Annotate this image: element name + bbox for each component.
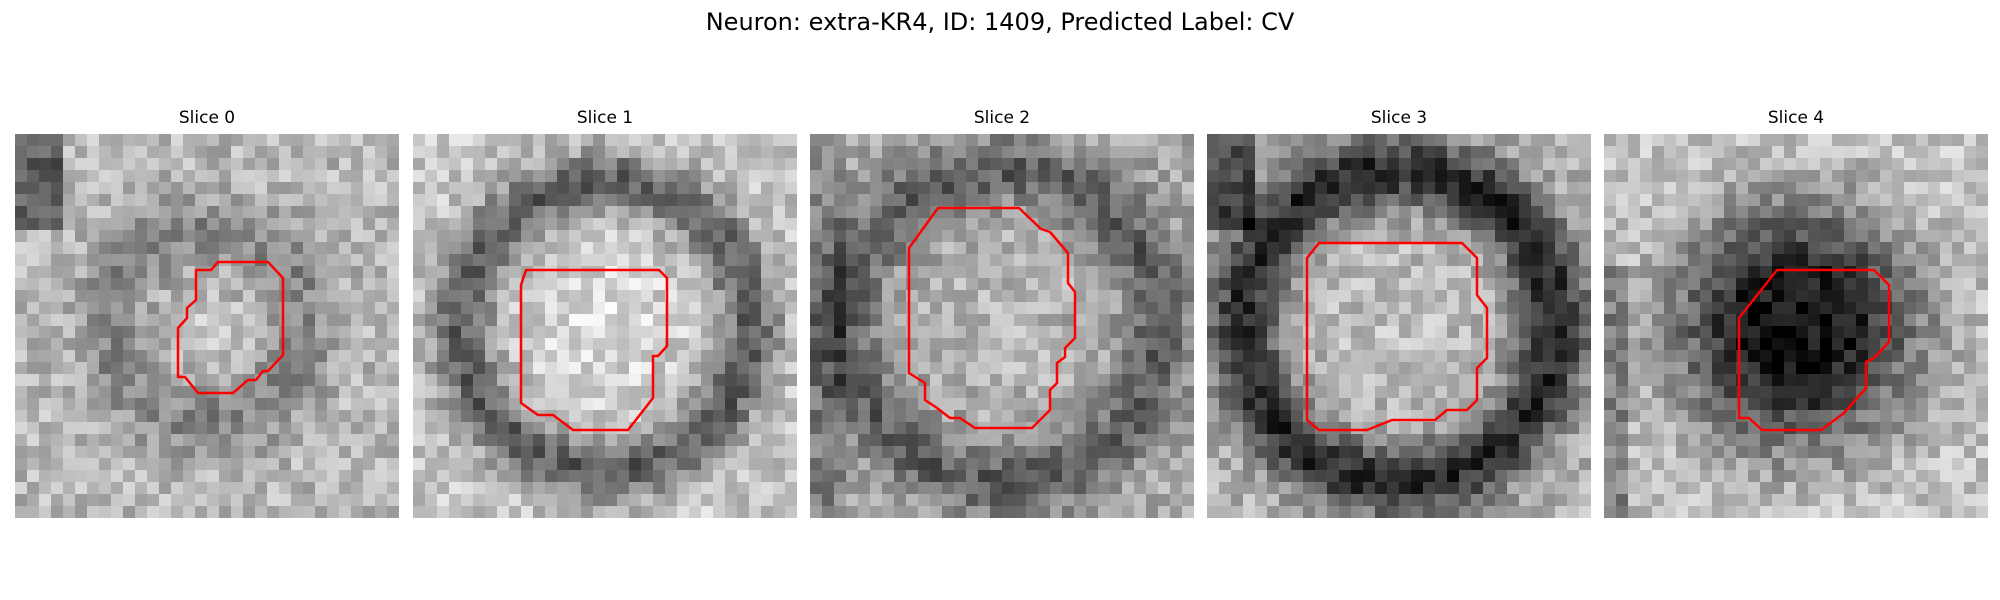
segmentation-outline-1: [519, 268, 669, 432]
segmentation-outline-4: [1737, 268, 1891, 432]
slice-pixels-4: [1604, 134, 1988, 518]
slice-pixels-1: [413, 134, 797, 518]
slice-image-3: [1207, 134, 1591, 518]
slice-pixels-3: [1207, 134, 1591, 518]
slice-image-1: [413, 134, 797, 518]
figure-title: Neuron: extra-KR4, ID: 1409, Predicted L…: [705, 8, 1295, 36]
slice-title-3: Slice 3: [1370, 108, 1428, 128]
segmentation-outline-0: [176, 260, 285, 395]
slice-pixels-0: [15, 134, 399, 518]
segmentation-outline-2: [907, 206, 1077, 430]
slice-title-1: Slice 1: [576, 108, 634, 128]
slice-pixels-2: [810, 134, 1194, 518]
segmentation-outline-3: [1305, 241, 1489, 432]
slice-title-0: Slice 0: [178, 108, 236, 128]
slice-image-4: [1604, 134, 1988, 518]
slice-title-2: Slice 2: [973, 108, 1031, 128]
slice-image-2: [810, 134, 1194, 518]
slice-title-4: Slice 4: [1767, 108, 1825, 128]
slice-image-0: [15, 134, 399, 518]
